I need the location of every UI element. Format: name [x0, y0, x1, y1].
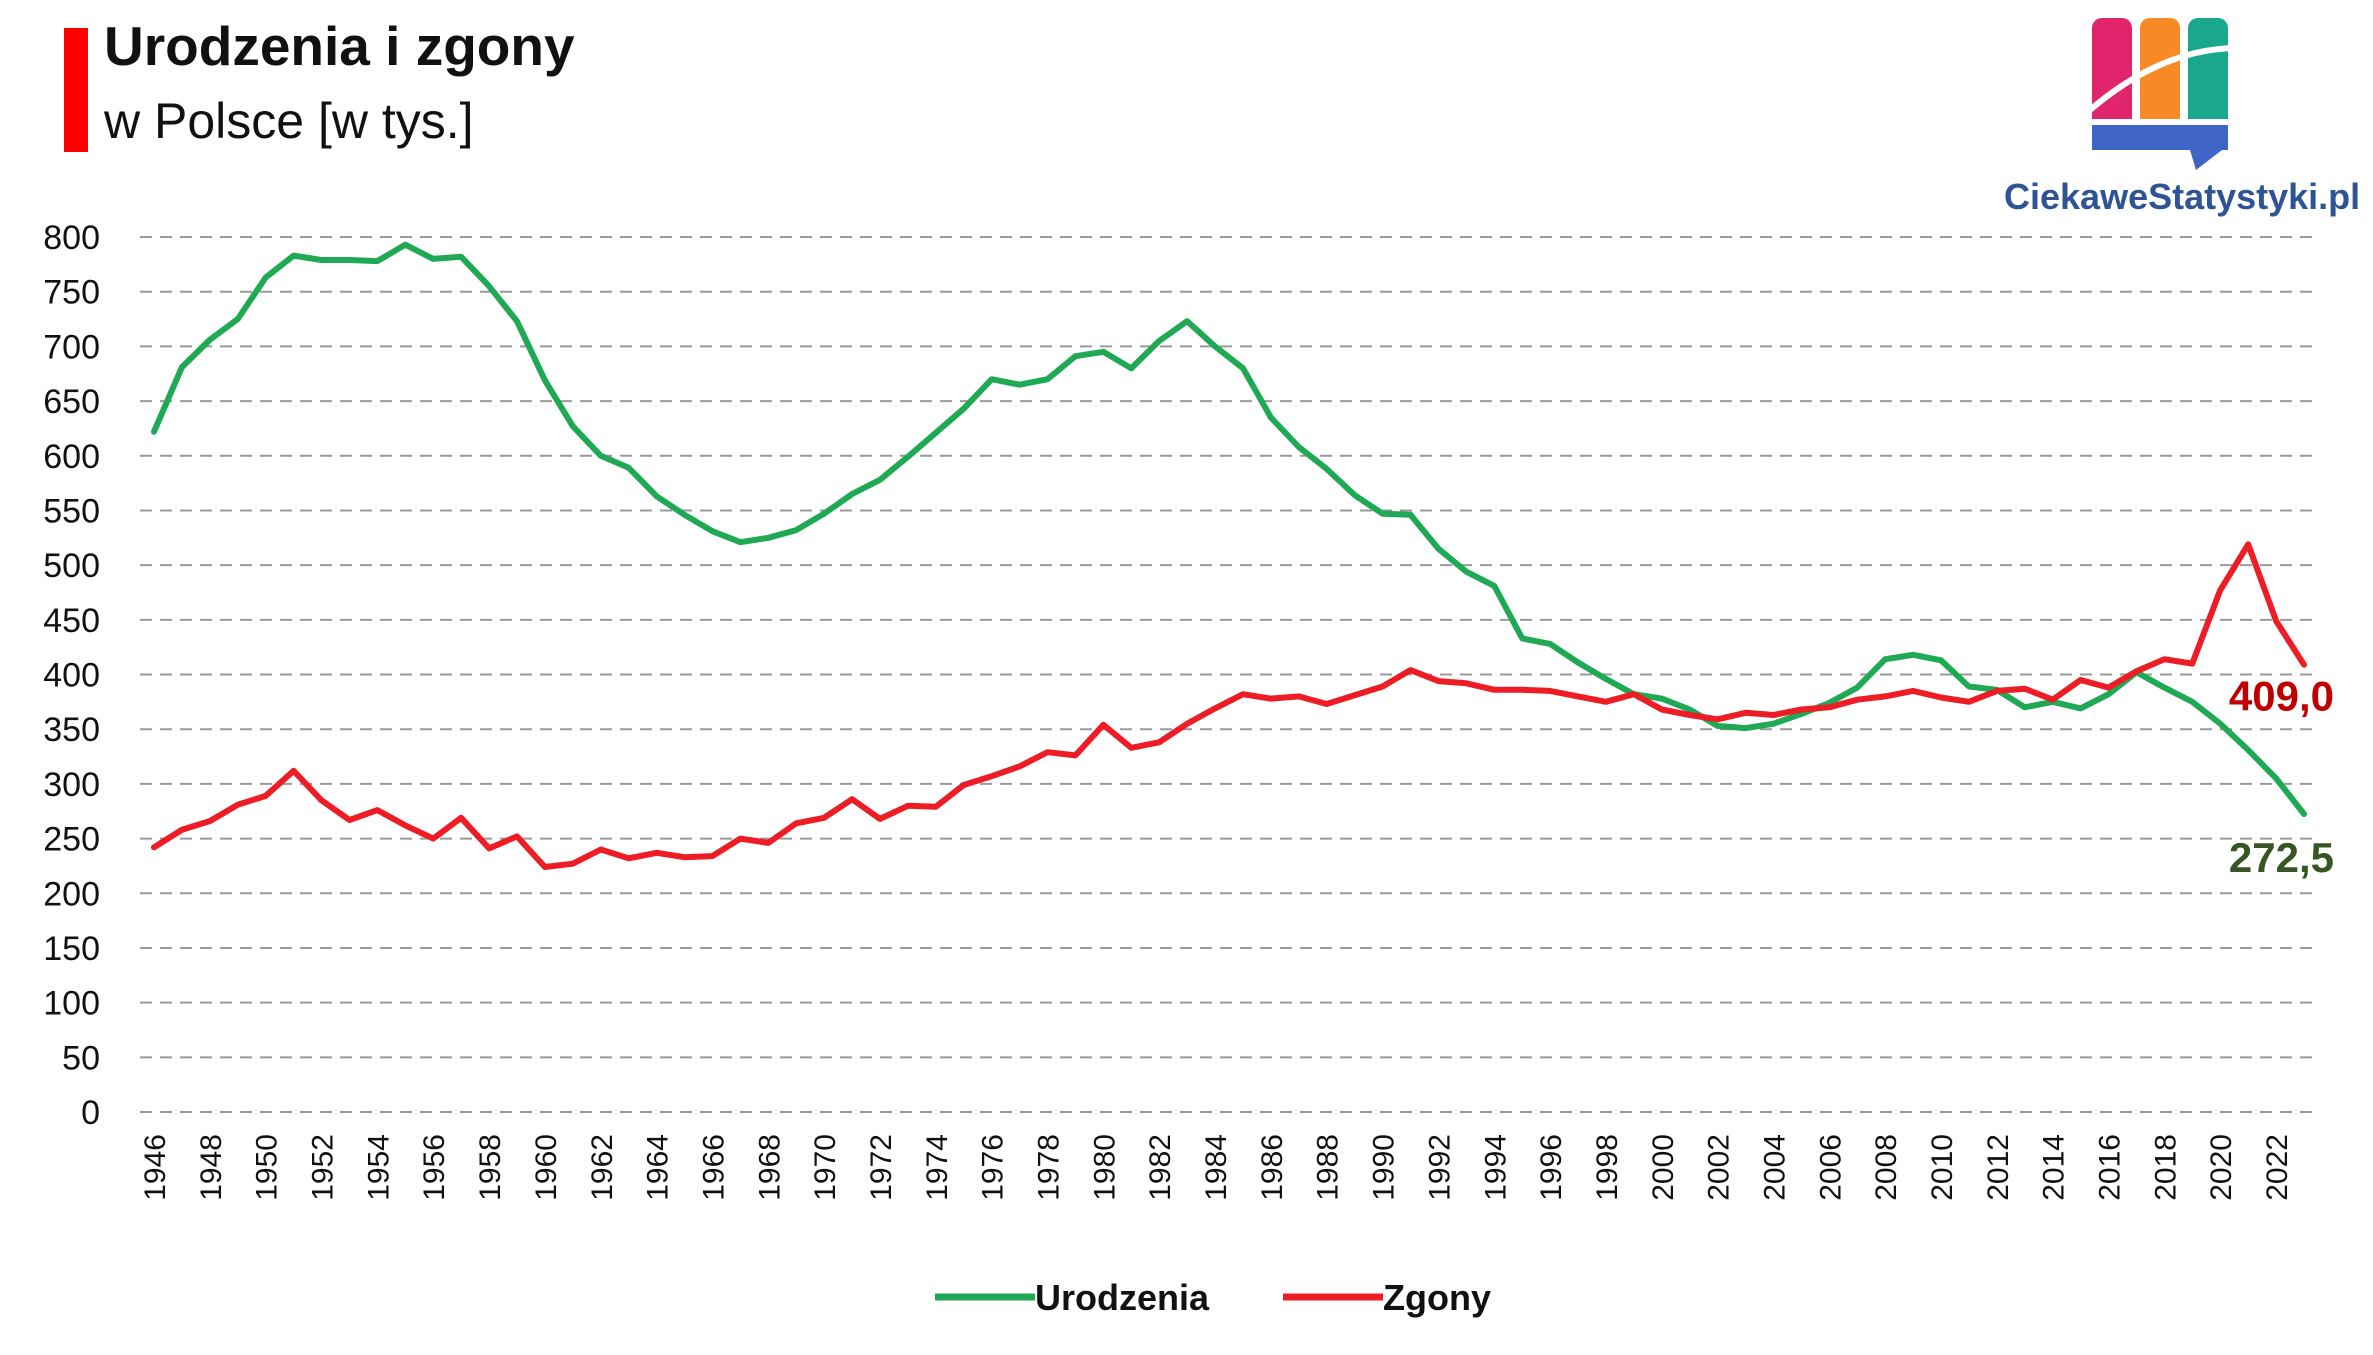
logo-icon: [2088, 18, 2235, 170]
x-tick-label-1988: 1988: [1312, 1134, 1345, 1201]
x-tick-label-1960: 1960: [530, 1134, 563, 1201]
chart-subtitle: w Polsce [w tys.]: [104, 93, 474, 149]
x-axis-ticks: 1946 1948 1950 1952 1954 1956 1958 1960 1962 1964…: [139, 1134, 2294, 1201]
y-tick-label-300: 300: [43, 766, 100, 804]
y-tick-label-500: 500: [43, 547, 100, 585]
y-tick-label-600: 600: [43, 438, 100, 476]
gridlines: [140, 236, 2318, 1113]
x-tick-label-1970: 1970: [809, 1134, 842, 1201]
chart-title: Urodzenia i zgony: [104, 15, 575, 77]
x-tick-label-2004: 2004: [1758, 1134, 1791, 1201]
x-tick-label-2012: 2012: [1982, 1134, 2015, 1201]
x-tick-label-2010: 2010: [1926, 1134, 1959, 1201]
x-tick-label-2000: 2000: [1647, 1134, 1680, 1201]
title-accent-bar: [64, 28, 88, 152]
x-tick-label-1998: 1998: [1591, 1134, 1624, 1201]
x-tick-label-1992: 1992: [1423, 1134, 1456, 1201]
x-tick-label-1964: 1964: [642, 1134, 675, 1201]
logo-text: CiekaweStatystyki.pl: [2004, 176, 2361, 217]
y-tick-label-450: 450: [43, 602, 100, 640]
x-tick-label-1966: 1966: [697, 1134, 730, 1201]
x-tick-label-1984: 1984: [1200, 1134, 1233, 1201]
x-tick-label-2016: 2016: [2094, 1134, 2127, 1201]
x-tick-label-1946: 1946: [139, 1134, 172, 1201]
legend: Urodzenia Zgony: [935, 1277, 1491, 1318]
y-tick-label-50: 50: [62, 1039, 100, 1077]
x-tick-label-1956: 1956: [418, 1134, 451, 1201]
y-tick-label-350: 350: [43, 711, 100, 749]
ciekawestatystyki-logo: [1990, 10, 2350, 230]
x-tick-label-1978: 1978: [1033, 1134, 1066, 1201]
series-line-urodzenia: [151, 241, 2307, 817]
y-tick-label-700: 700: [43, 328, 100, 366]
x-tick-label-1996: 1996: [1535, 1134, 1568, 1201]
x-tick-label-1994: 1994: [1479, 1134, 1512, 1201]
series-line-zgony: [151, 541, 2307, 870]
series-lines: [151, 241, 2307, 870]
x-tick-label-1952: 1952: [307, 1134, 340, 1201]
end-labels: 409,0 272,5: [2229, 673, 2334, 881]
x-tick-label-2006: 2006: [1814, 1134, 1847, 1201]
legend-label-urodzenia: Urodzenia: [1035, 1277, 1210, 1318]
y-tick-label-650: 650: [43, 383, 100, 421]
y-axis-ticks: 0 50 100 150 200 250 300 350 400 450 500 550 600 650 7…: [43, 219, 100, 1132]
x-tick-label-1976: 1976: [977, 1134, 1010, 1201]
y-tick-label-0: 0: [81, 1094, 100, 1132]
x-tick-label-1986: 1986: [1256, 1134, 1289, 1201]
end-label-zgony: 409,0: [2229, 673, 2334, 720]
end-label-urodzenia: 272,5: [2229, 834, 2334, 881]
x-tick-label-1962: 1962: [586, 1134, 619, 1201]
x-tick-label-1990: 1990: [1368, 1134, 1401, 1201]
y-tick-label-250: 250: [43, 821, 100, 859]
y-tick-label-800: 800: [43, 219, 100, 257]
x-tick-label-1948: 1948: [195, 1134, 228, 1201]
y-tick-label-550: 550: [43, 492, 100, 530]
x-tick-label-2022: 2022: [2261, 1134, 2294, 1201]
x-tick-label-1972: 1972: [865, 1134, 898, 1201]
y-tick-label-200: 200: [43, 875, 100, 913]
x-tick-label-1950: 1950: [251, 1134, 284, 1201]
x-tick-label-2018: 2018: [2149, 1134, 2182, 1201]
x-tick-label-2002: 2002: [1703, 1134, 1736, 1201]
x-tick-label-1958: 1958: [474, 1134, 507, 1201]
y-tick-label-750: 750: [43, 274, 100, 312]
x-tick-label-1982: 1982: [1144, 1134, 1177, 1201]
x-tick-label-2008: 2008: [1870, 1134, 1903, 1201]
y-tick-label-400: 400: [43, 657, 100, 695]
y-tick-label-150: 150: [43, 930, 100, 968]
x-tick-label-2020: 2020: [2205, 1134, 2238, 1201]
x-tick-label-1974: 1974: [921, 1134, 954, 1201]
legend-label-zgony: Zgony: [1383, 1277, 1491, 1318]
x-tick-label-1968: 1968: [753, 1134, 786, 1201]
y-tick-label-100: 100: [43, 985, 100, 1023]
x-tick-label-1954: 1954: [362, 1134, 395, 1201]
x-tick-label-2014: 2014: [2038, 1134, 2071, 1201]
x-tick-label-1980: 1980: [1088, 1134, 1121, 1201]
